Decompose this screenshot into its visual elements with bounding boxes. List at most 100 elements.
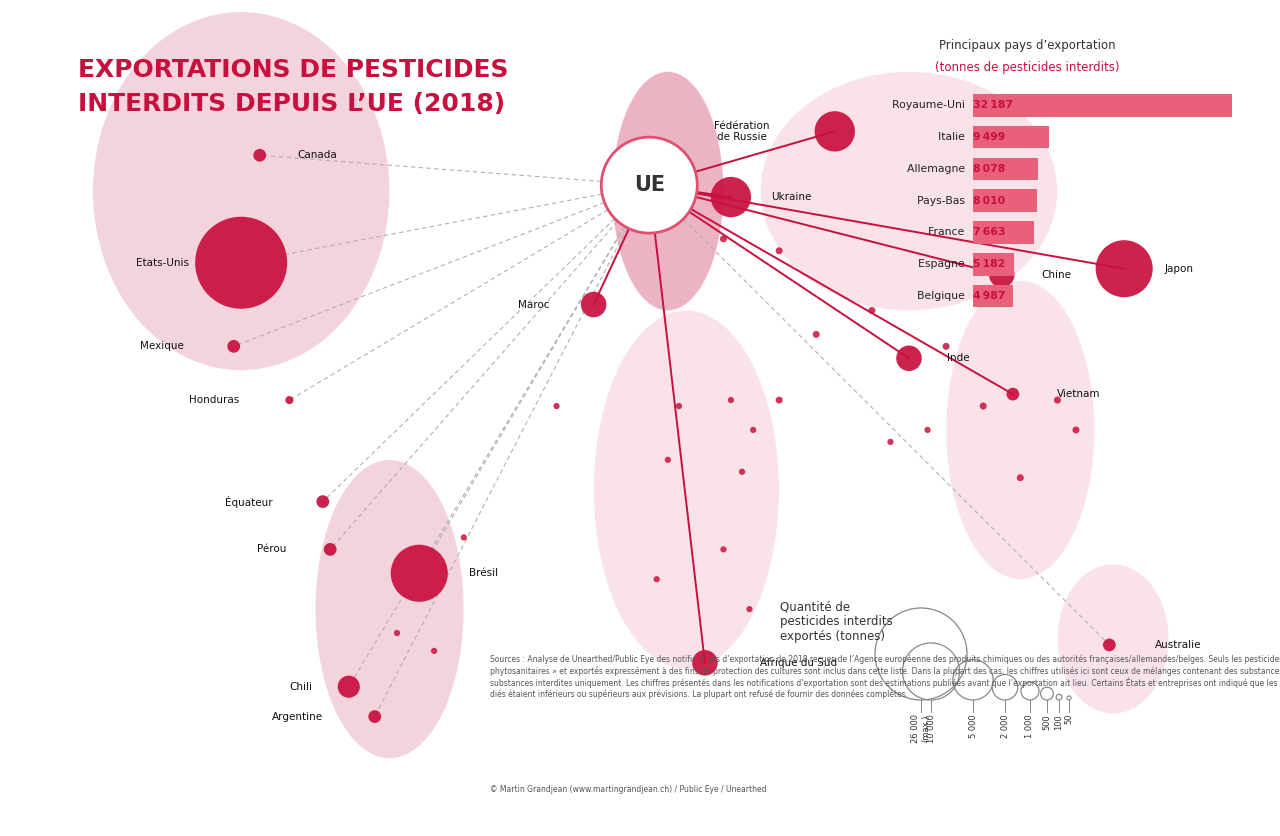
Text: 8 078: 8 078 <box>973 164 1005 174</box>
Text: 4 987: 4 987 <box>973 291 1005 301</box>
Text: 26 000
(max.): 26 000 (max.) <box>911 714 931 743</box>
Circle shape <box>721 546 727 553</box>
Text: 32 187: 32 187 <box>973 100 1012 110</box>
Circle shape <box>776 247 782 254</box>
Circle shape <box>942 343 950 349</box>
Text: Argentine: Argentine <box>271 711 323 721</box>
Circle shape <box>814 111 855 151</box>
Circle shape <box>553 403 559 409</box>
Circle shape <box>1053 396 1061 404</box>
Circle shape <box>285 396 293 404</box>
Circle shape <box>369 711 381 723</box>
Text: 50: 50 <box>1065 714 1074 725</box>
Text: (tonnes de pesticides interdits): (tonnes de pesticides interdits) <box>934 60 1120 74</box>
Circle shape <box>581 292 607 318</box>
Text: Chili: Chili <box>289 681 312 691</box>
Bar <box>973 94 1231 117</box>
Circle shape <box>1006 388 1019 400</box>
Text: Espagne: Espagne <box>918 259 968 269</box>
Text: Japon: Japon <box>1165 263 1193 273</box>
Circle shape <box>728 397 733 403</box>
Text: Italie: Italie <box>938 132 968 142</box>
Text: EXPORTATIONS DE PESTICIDES: EXPORTATIONS DE PESTICIDES <box>78 58 508 82</box>
Text: Principaux pays d’exportation: Principaux pays d’exportation <box>940 38 1115 52</box>
Text: Canada: Canada <box>298 150 338 161</box>
Bar <box>973 284 1012 308</box>
Text: Honduras: Honduras <box>189 395 239 405</box>
Circle shape <box>324 543 337 556</box>
Circle shape <box>924 427 931 433</box>
Text: Allemagne: Allemagne <box>906 164 968 174</box>
Circle shape <box>195 217 287 308</box>
Text: Sources : Analyse de Unearthed/Public Eye des notifications d’exportation de 201: Sources : Analyse de Unearthed/Public Ey… <box>490 655 1280 699</box>
Circle shape <box>394 630 401 636</box>
Bar <box>973 189 1037 212</box>
Ellipse shape <box>594 310 780 669</box>
Circle shape <box>253 149 266 161</box>
Text: 100: 100 <box>1055 714 1064 730</box>
Circle shape <box>739 469 745 475</box>
Text: Chine: Chine <box>1042 270 1071 280</box>
Ellipse shape <box>946 281 1094 579</box>
Circle shape <box>896 345 922 371</box>
Circle shape <box>664 175 672 183</box>
Text: Maroc: Maroc <box>518 299 549 309</box>
Circle shape <box>887 439 893 445</box>
Text: 500: 500 <box>1042 714 1051 730</box>
Circle shape <box>1096 240 1153 298</box>
Circle shape <box>461 534 467 541</box>
Circle shape <box>719 236 727 242</box>
Circle shape <box>979 403 987 410</box>
Circle shape <box>338 675 360 698</box>
Text: Quantité de
pesticides interdits
exportés (tonnes): Quantité de pesticides interdits exporté… <box>780 600 892 643</box>
Text: Vietnam: Vietnam <box>1057 389 1101 399</box>
Text: Pays-Bas: Pays-Bas <box>916 196 968 206</box>
Circle shape <box>750 427 756 433</box>
Text: Royaume-Uni: Royaume-Uni <box>892 100 968 110</box>
Text: Inde: Inde <box>947 354 970 364</box>
Ellipse shape <box>760 72 1057 310</box>
Circle shape <box>676 403 682 409</box>
Text: 10 000: 10 000 <box>927 714 936 743</box>
Circle shape <box>1073 426 1079 433</box>
Circle shape <box>431 648 438 654</box>
Text: France: France <box>928 227 968 237</box>
Bar <box>973 157 1038 181</box>
Text: Brésil: Brésil <box>470 568 498 579</box>
Text: Équateur: Équateur <box>225 496 273 507</box>
Ellipse shape <box>92 12 389 370</box>
Text: UE: UE <box>634 175 664 195</box>
Text: © Martin Grandjean (www.martingrandjean.ch) / Public Eye / Unearthed: © Martin Grandjean (www.martingrandjean.… <box>490 785 767 794</box>
Text: Pérou: Pérou <box>257 544 287 554</box>
Text: Mexique: Mexique <box>140 341 184 351</box>
Circle shape <box>228 340 241 353</box>
Circle shape <box>1103 639 1116 651</box>
Text: 1 000: 1 000 <box>1025 714 1034 737</box>
Text: Afrique du Sud: Afrique du Sud <box>760 658 837 668</box>
Text: 9 499: 9 499 <box>973 132 1005 142</box>
Text: Fédération
de Russie: Fédération de Russie <box>714 120 769 142</box>
Circle shape <box>316 495 329 508</box>
Circle shape <box>1016 474 1024 482</box>
Text: INTERDITS DEPUIS L’UE (2018): INTERDITS DEPUIS L’UE (2018) <box>78 92 506 116</box>
Text: 8 010: 8 010 <box>973 196 1005 206</box>
Bar <box>973 221 1034 244</box>
Ellipse shape <box>315 460 463 758</box>
Ellipse shape <box>612 72 723 310</box>
Text: Ukraine: Ukraine <box>771 192 812 202</box>
Circle shape <box>746 606 753 612</box>
Circle shape <box>664 456 671 463</box>
Bar <box>973 125 1050 149</box>
Circle shape <box>868 307 876 314</box>
Circle shape <box>390 545 448 602</box>
Circle shape <box>776 396 782 404</box>
Text: 5 000: 5 000 <box>969 714 978 737</box>
Circle shape <box>710 177 751 217</box>
Text: Australie: Australie <box>1156 640 1202 650</box>
Circle shape <box>602 137 698 233</box>
Text: Belgique: Belgique <box>916 291 968 301</box>
Circle shape <box>989 262 1015 288</box>
Bar <box>973 252 1014 276</box>
Circle shape <box>813 331 819 338</box>
Text: 7 663: 7 663 <box>973 227 1005 237</box>
